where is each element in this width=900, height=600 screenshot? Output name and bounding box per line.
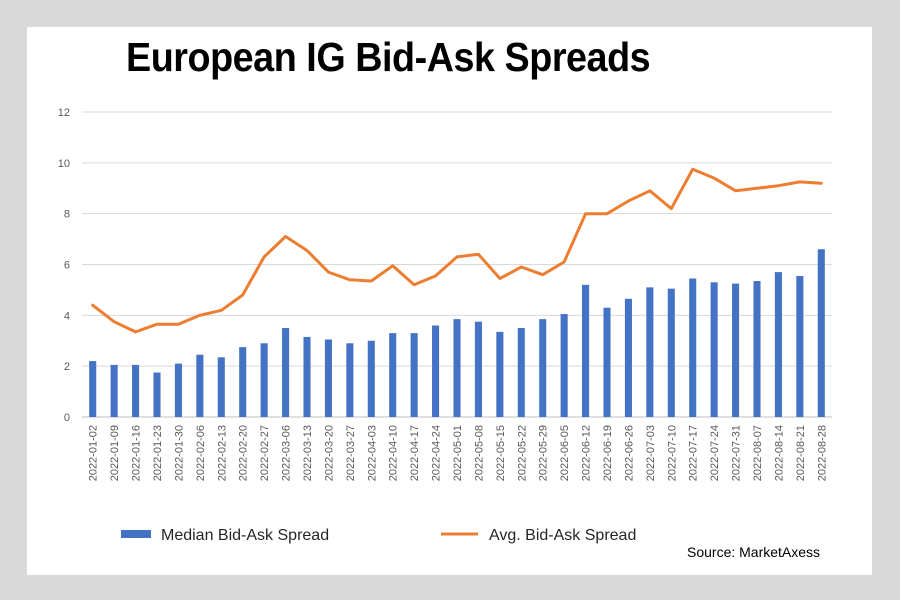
median-bar	[432, 325, 440, 417]
x-tick-label: 2022-05-29	[538, 425, 550, 481]
median-bar	[110, 364, 118, 417]
x-tick-label: 2022-06-05	[559, 425, 571, 481]
median-bar	[260, 343, 268, 417]
median-bar	[560, 314, 568, 417]
y-tick-label: 6	[64, 260, 70, 272]
x-tick-label: 2022-06-19	[602, 425, 614, 481]
median-bar	[689, 278, 697, 417]
y-axis-ticks: 0 2 4 6 8 10 12	[58, 107, 70, 424]
x-tick-label: 2022-03-13	[302, 425, 314, 481]
legend: Median Bid-Ask Spread Avg. Bid-Ask Sprea…	[121, 527, 636, 544]
chart-card	[27, 27, 872, 575]
median-bar	[753, 281, 761, 417]
x-tick-label: 2022-08-28	[816, 425, 828, 481]
median-bar	[217, 357, 225, 417]
median-bar	[539, 319, 547, 417]
median-series-bars	[89, 249, 825, 417]
legend-label-median: Median Bid-Ask Spread	[161, 527, 329, 544]
median-bar	[774, 272, 782, 417]
x-tick-label: 2022-07-24	[709, 425, 721, 481]
y-tick-label: 12	[58, 107, 70, 119]
x-tick-label: 2022-03-06	[281, 425, 293, 481]
median-bar	[174, 363, 182, 417]
median-bar	[582, 284, 590, 417]
median-bar	[710, 282, 718, 417]
median-bar	[732, 283, 740, 417]
median-bar	[474, 321, 482, 417]
x-tick-label: 2022-02-27	[259, 425, 271, 481]
x-tick-label: 2022-07-10	[666, 425, 678, 481]
x-tick-label: 2022-05-15	[495, 425, 507, 481]
x-tick-label: 2022-01-16	[131, 425, 143, 481]
median-bar	[324, 339, 332, 417]
x-tick-label: 2022-07-03	[645, 425, 657, 481]
median-bar	[132, 364, 140, 417]
source-note: Source: MarketAxess	[687, 544, 821, 560]
x-tick-label: 2022-03-27	[345, 425, 357, 481]
median-bar	[603, 307, 611, 417]
median-bar	[646, 287, 654, 417]
x-tick-label: 2022-02-06	[195, 425, 207, 481]
x-tick-label: 2022-01-30	[173, 425, 185, 481]
x-tick-label: 2022-01-02	[88, 425, 100, 481]
median-bar	[667, 288, 675, 417]
median-bar	[89, 361, 97, 417]
x-tick-label: 2022-08-21	[795, 425, 807, 481]
median-bar	[303, 336, 311, 417]
y-tick-label: 0	[64, 412, 70, 424]
x-tick-label: 2022-05-01	[452, 425, 464, 481]
median-bar	[496, 331, 504, 417]
x-axis-ticks: 2022-01-02 2022-01-09 2022-01-16 2022-01-23…	[88, 425, 829, 481]
x-tick-label: 2022-06-26	[623, 425, 635, 481]
median-bar	[517, 328, 525, 417]
median-bar	[153, 372, 161, 417]
median-bar	[389, 333, 397, 417]
x-tick-label: 2022-05-22	[516, 425, 528, 481]
x-tick-label: 2022-07-31	[731, 425, 743, 481]
x-tick-label: 2022-08-07	[752, 425, 764, 481]
chart-title: European IG Bid-Ask Spreads	[126, 34, 651, 80]
x-tick-label: 2022-05-08	[473, 425, 485, 481]
x-tick-label: 2022-08-14	[773, 425, 785, 481]
x-tick-label: 2022-07-17	[688, 425, 700, 481]
y-tick-label: 10	[58, 158, 70, 170]
median-bar	[817, 249, 825, 417]
x-tick-label: 2022-04-03	[366, 425, 378, 481]
median-bar	[239, 347, 247, 417]
avg-series-line	[91, 167, 823, 334]
y-tick-label: 8	[64, 209, 70, 221]
x-tick-label: 2022-03-20	[323, 425, 335, 481]
y-tick-label: 2	[64, 361, 70, 373]
grid-lines	[82, 111, 832, 418]
x-tick-label: 2022-02-20	[238, 425, 250, 481]
y-tick-label: 4	[64, 310, 70, 322]
median-bar	[196, 354, 204, 417]
legend-swatch-median	[121, 530, 151, 538]
median-bar	[796, 275, 804, 417]
median-bar	[453, 319, 461, 417]
median-bar	[410, 333, 418, 417]
median-bar	[624, 298, 632, 417]
x-tick-label: 2022-02-13	[216, 425, 228, 481]
x-tick-label: 2022-04-10	[388, 425, 400, 481]
legend-label-avg: Avg. Bid-Ask Spread	[489, 527, 636, 544]
avg-line	[91, 167, 823, 334]
median-bar	[282, 328, 290, 417]
x-tick-label: 2022-01-23	[152, 425, 164, 481]
median-bar	[367, 340, 375, 417]
median-bar	[346, 343, 354, 417]
x-tick-label: 2022-04-17	[409, 425, 421, 481]
x-tick-label: 2022-06-12	[581, 425, 593, 481]
x-tick-label: 2022-04-24	[431, 425, 443, 481]
x-tick-label: 2022-01-09	[109, 425, 121, 481]
